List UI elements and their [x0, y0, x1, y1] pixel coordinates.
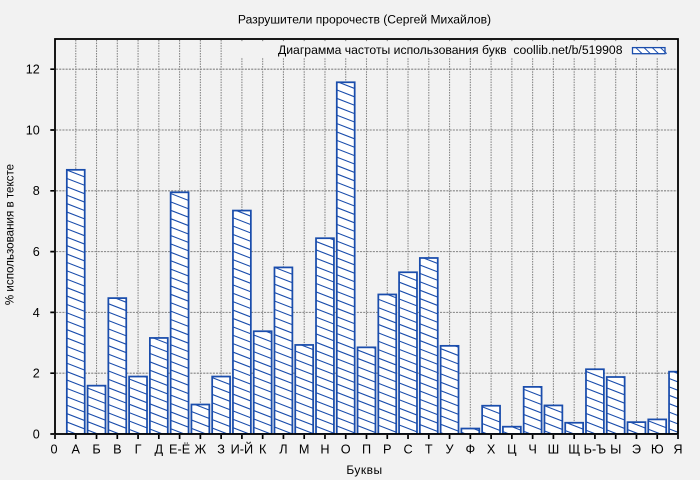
svg-text:О: О: [341, 443, 351, 457]
svg-text:А: А: [72, 443, 81, 457]
svg-text:8: 8: [33, 184, 40, 198]
svg-text:Б: Б: [92, 443, 100, 457]
svg-text:З: З: [217, 443, 225, 457]
svg-text:Диаграмма частоты использовани: Диаграмма частоты использования букв coo…: [278, 43, 623, 57]
svg-text:0: 0: [33, 427, 40, 441]
svg-text:В: В: [113, 443, 121, 457]
svg-text:Э: Э: [632, 443, 641, 457]
svg-text:Ы: Ы: [610, 443, 621, 457]
svg-text:К: К: [259, 443, 267, 457]
svg-text:И-Й: И-Й: [231, 442, 253, 457]
svg-text:Ш: Ш: [548, 443, 560, 457]
svg-text:% использования в тексте: % использования в тексте: [4, 164, 17, 305]
svg-text:Ю: Ю: [651, 443, 664, 457]
svg-text:Ч: Ч: [528, 443, 536, 457]
svg-text:12: 12: [26, 63, 40, 77]
svg-text:Щ: Щ: [568, 443, 580, 457]
svg-text:Д: Д: [155, 443, 164, 457]
svg-text:Л: Л: [279, 443, 287, 457]
svg-text:0: 0: [50, 443, 57, 457]
svg-text:Я: Я: [673, 443, 682, 457]
svg-text:У: У: [446, 443, 455, 457]
svg-text:6: 6: [33, 245, 40, 259]
svg-text:Буквы: Буквы: [346, 463, 382, 477]
svg-text:Х: Х: [487, 443, 496, 457]
svg-text:Ф: Ф: [466, 443, 476, 457]
svg-text:Н: Н: [320, 443, 329, 457]
svg-text:Ж: Ж: [195, 443, 207, 457]
svg-text:Ц: Ц: [507, 443, 517, 457]
svg-text:10: 10: [26, 123, 40, 137]
svg-text:Г: Г: [135, 443, 142, 457]
svg-text:Ь-Ъ: Ь-Ъ: [584, 443, 607, 457]
svg-text:4: 4: [33, 306, 40, 320]
svg-text:Разрушители пророчеств (Сергей: Разрушители пророчеств (Сергей Михайлов): [238, 13, 491, 27]
svg-text:С: С: [403, 443, 412, 457]
svg-text:Р: Р: [383, 443, 391, 457]
svg-text:Т: Т: [425, 443, 433, 457]
svg-text:Е-Ё: Е-Ё: [169, 443, 190, 457]
svg-text:П: П: [362, 443, 371, 457]
svg-text:М: М: [299, 443, 310, 457]
svg-text:2: 2: [33, 367, 40, 381]
